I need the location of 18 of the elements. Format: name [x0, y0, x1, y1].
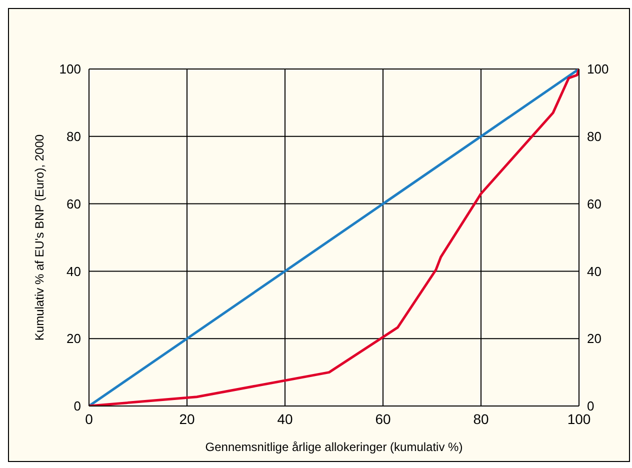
x-tick-label: 60 — [375, 410, 391, 427]
y2-tick-label: 20 — [587, 331, 602, 346]
y2-tick-label: 80 — [587, 129, 602, 144]
y-tick-label: 20 — [66, 331, 81, 346]
x-axis-title: Gennemsnitlige årlige allokeringer (kumulativ %) — [205, 440, 463, 454]
y-tick-label: 0 — [74, 398, 81, 414]
x-tick-label: 40 — [277, 410, 293, 427]
y-axis-title: Kumulativ % af EU's BNP (Euro), 2000 — [32, 134, 46, 341]
y-tick-label: 40 — [66, 264, 81, 279]
y-tick-label: 80 — [66, 129, 81, 144]
y2-tick-label: 60 — [587, 196, 602, 212]
x-tick-label: 80 — [473, 410, 489, 427]
y-tick-label: 60 — [66, 196, 81, 212]
x-tick-label: 20 — [179, 410, 195, 427]
y2-tick-label: 40 — [587, 264, 602, 279]
y-tick-label: 100 — [59, 62, 81, 77]
y2-tick-label: 100 — [587, 62, 609, 77]
x-tick-label: 0 — [85, 410, 94, 427]
